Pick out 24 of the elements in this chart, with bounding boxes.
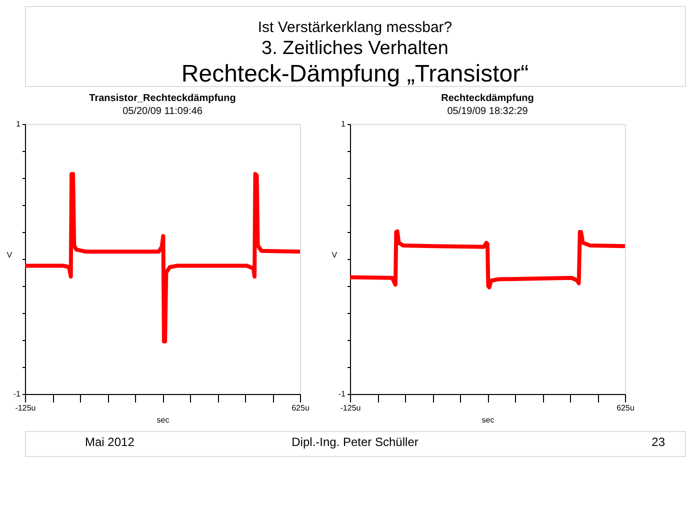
y-tick-label: 1 (341, 120, 346, 128)
line-series (23, 172, 302, 344)
text: Mai 2012 (85, 435, 135, 449)
chart-subtitle: 05/19/09 18:32:29 (447, 106, 528, 117)
x-tick-label: 625u (616, 404, 634, 412)
y-axis-title: V (332, 250, 338, 260)
text: 3. Zeitliches Verhalten (262, 38, 448, 59)
y-tick-label: 1 (16, 120, 22, 128)
y-tick-label: -1 (13, 390, 22, 398)
text: Dipl.-Ing. Peter Schüller (292, 435, 418, 449)
text: Rechteck-Dämpfung „Transistor“ (181, 60, 529, 88)
line-series (348, 229, 627, 290)
y-tick-label: -1 (338, 390, 346, 398)
text: 23 (652, 435, 666, 449)
text: Ist Verstärkerklang messbar? (258, 19, 452, 36)
chart-title: Transistor_Rechteckdämpfung (89, 93, 236, 104)
chart-title: Rechteckdämpfung (441, 93, 534, 104)
x-axis-title: sec (156, 416, 170, 424)
x-tick-label: -125u (340, 404, 361, 412)
chart-subtitle: 05/20/09 11:09:46 (122, 106, 203, 117)
x-tick-label: -125u (15, 404, 36, 412)
y-axis-title: V (6, 250, 13, 260)
x-axis-title: sec (482, 416, 494, 424)
x-tick-label: 625u (292, 404, 310, 412)
